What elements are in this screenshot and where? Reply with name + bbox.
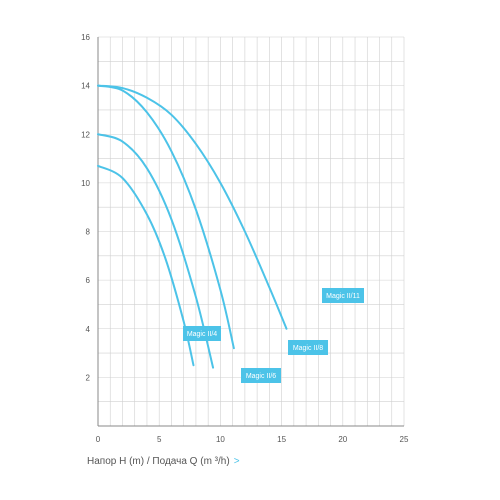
x-tick-label: 0	[96, 435, 101, 444]
tick-labels: 0 5 10 15 20 25 2 4 6 8 10 12 14 16	[81, 33, 409, 444]
y-tick-label: 16	[81, 33, 90, 42]
series-curve	[97, 133, 215, 369]
series-label-background	[322, 288, 364, 303]
y-tick-label: 4	[86, 325, 91, 334]
x-tick-label: 5	[157, 435, 162, 444]
axis-caption-text: Напор H (m) / Подача Q (m ³/h)	[87, 456, 230, 467]
y-tick-label: 12	[81, 130, 90, 139]
series-label: Magic II/6	[241, 368, 281, 383]
series-label: Magic II/8	[288, 340, 328, 355]
series-label: Magic II/11	[322, 288, 364, 303]
series-curve	[97, 164, 195, 367]
series-labels: Magic II/4 Magic II/6 Magic II/8 Magic II/1…	[183, 288, 364, 383]
y-tick-label: 8	[86, 228, 91, 237]
series-curve	[97, 84, 235, 350]
series-label-text: Magic II/6	[246, 373, 276, 380]
series-label-background	[183, 326, 221, 341]
series-label: Magic II/4	[183, 326, 221, 341]
x-tick-label: 10	[216, 435, 225, 444]
series-label-text: Magic II/4	[187, 331, 217, 338]
y-tick-label: 6	[86, 276, 91, 285]
chevron-right-icon: >	[233, 456, 240, 467]
axes	[97, 37, 404, 427]
x-tick-label: 20	[338, 435, 347, 444]
axis-caption: Напор H (m) / Подача Q (m ³/h) >	[87, 456, 240, 467]
series-label-background	[288, 340, 328, 355]
y-tick-label: 10	[81, 179, 90, 188]
series-label-text: Magic II/8	[293, 345, 323, 352]
series-curves	[97, 84, 288, 369]
x-tick-label: 15	[277, 435, 286, 444]
y-tick-label: 2	[86, 373, 91, 382]
series-label-text: Magic II/11	[326, 293, 360, 300]
x-tick-label: 25	[400, 435, 409, 444]
y-tick-label: 14	[81, 82, 90, 91]
series-label-background	[241, 368, 281, 383]
series-curve	[97, 84, 288, 330]
